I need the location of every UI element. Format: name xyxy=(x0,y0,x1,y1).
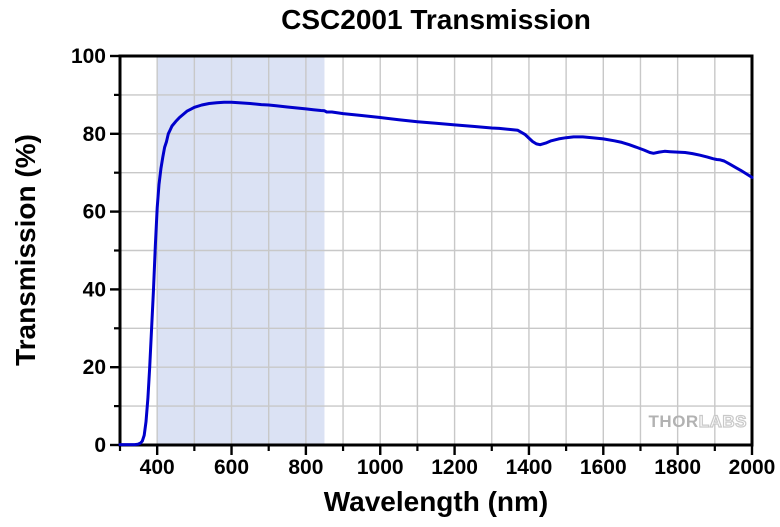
y-tick-label: 80 xyxy=(83,123,106,146)
y-tick-label: 100 xyxy=(71,45,106,68)
x-tick-label: 600 xyxy=(214,456,249,479)
x-tick-label: 1400 xyxy=(506,456,553,479)
chart-title: CSC2001 Transmission xyxy=(281,4,591,35)
x-tick-label: 400 xyxy=(140,456,175,479)
x-tick-label: 1200 xyxy=(431,456,478,479)
x-axis-label: Wavelength (nm) xyxy=(323,486,549,517)
x-tick-label: 1800 xyxy=(654,456,701,479)
x-tick-label: 2000 xyxy=(729,456,776,479)
watermark-labs: LABS xyxy=(698,411,747,431)
x-tick-label: 1600 xyxy=(580,456,627,479)
y-tick-label: 0 xyxy=(94,434,106,457)
y-tick-label: 60 xyxy=(83,201,106,224)
x-tick-label: 1000 xyxy=(357,456,404,479)
watermark-thor: THOR xyxy=(648,412,699,431)
y-tick-label: 20 xyxy=(83,356,106,379)
x-tick-label: 800 xyxy=(288,456,323,479)
y-tick-label: 40 xyxy=(83,278,106,301)
thorlabs-watermark: THORLABS xyxy=(648,411,748,432)
transmission-curve xyxy=(118,100,754,447)
